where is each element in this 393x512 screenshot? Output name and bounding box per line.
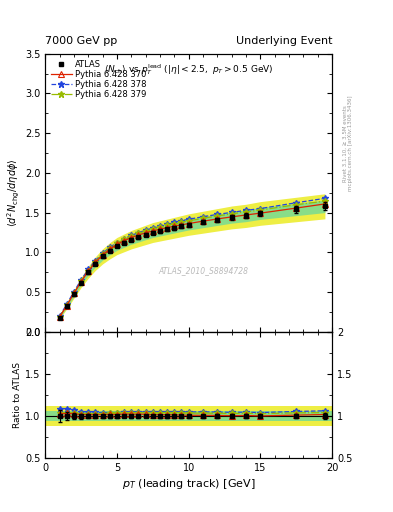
Legend: ATLAS, Pythia 6.428 370, Pythia 6.428 378, Pythia 6.428 379: ATLAS, Pythia 6.428 370, Pythia 6.428 37… bbox=[50, 58, 149, 101]
Y-axis label: Ratio to ATLAS: Ratio to ATLAS bbox=[13, 362, 22, 428]
Y-axis label: $\langle d^2 N_{\rm chg}/d\eta d\phi \rangle$: $\langle d^2 N_{\rm chg}/d\eta d\phi \ra… bbox=[6, 159, 22, 227]
X-axis label: $p_T$ (leading track) [GeV]: $p_T$ (leading track) [GeV] bbox=[122, 477, 255, 492]
Text: ATLAS_2010_S8894728: ATLAS_2010_S8894728 bbox=[158, 266, 248, 275]
Text: $\langle N_{\rm ch}\rangle$ vs $p_T^{\rm lead}$ ($|\eta| < 2.5,\ p_T > 0.5$ GeV): $\langle N_{\rm ch}\rangle$ vs $p_T^{\rm… bbox=[104, 62, 274, 77]
Text: 7000 GeV pp: 7000 GeV pp bbox=[45, 36, 118, 46]
Text: Underlying Event: Underlying Event bbox=[235, 36, 332, 46]
Text: Rivet 3.1.10, ≥ 3.5M events: Rivet 3.1.10, ≥ 3.5M events bbox=[343, 105, 348, 182]
Text: mcplots.cern.ch [arXiv:1306.3436]: mcplots.cern.ch [arXiv:1306.3436] bbox=[348, 96, 353, 191]
